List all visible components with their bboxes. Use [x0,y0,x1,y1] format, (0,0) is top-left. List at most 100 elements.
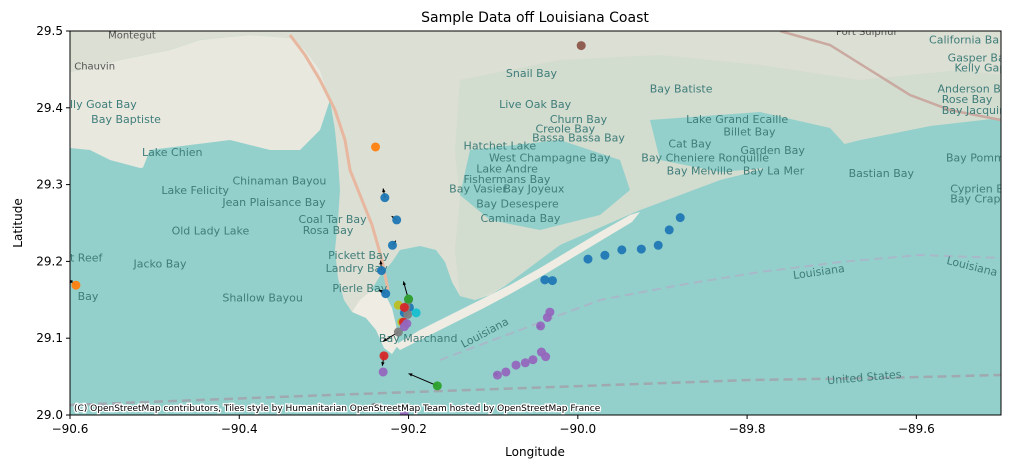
data-point [536,347,546,357]
place-label: Rose Bay [942,93,993,106]
data-point [392,215,402,225]
data-point [370,402,380,412]
boundary-line-south [70,373,1001,407]
data-point [399,302,409,312]
place-label: Hatchet Lake [464,139,537,152]
data-point [511,360,521,370]
place-label: Pickett Bay [328,249,390,262]
place-label: Coal Tar Bay [299,213,368,226]
data-point [501,367,511,377]
place-label: Cat Bay [668,138,712,151]
data-point [404,294,414,304]
place-label: Bay Vasier [449,182,507,195]
place-label: lly Goat Bay [70,98,137,111]
data-point [675,213,685,223]
data-point [379,351,389,361]
vector-arrowhead [379,260,383,265]
attribution-text: (C) OpenStreetMap contributors, Tiles st… [74,404,601,414]
data-point [653,240,663,250]
data-point [403,309,413,319]
land-marsh-east [455,55,1001,300]
place-label: Creole Bay [536,122,596,135]
place-label: Billet Bay [723,125,776,138]
place-label: Chauvin [74,61,115,72]
barrier-island [395,212,640,350]
place-label: Old Lady Lake [172,225,250,238]
place-label: Lake Andre [476,162,538,175]
place-label: Bay Baptiste [91,113,161,126]
place-label: Chinaman Bayou [233,175,327,188]
grand-isle-spit [352,290,398,354]
y-tick-label: 29.5 [36,24,63,38]
data-point [371,142,381,152]
data-point [547,276,557,286]
place-label: t Reef [70,251,103,264]
place-label: Lake Chien [142,146,203,159]
x-tick-label: −90.6 [52,422,89,436]
x-tick-label: −89.6 [898,422,935,436]
place-label: Montegut [108,31,156,42]
place-label: Landry Bay [326,262,389,275]
plot-frame [69,30,1002,416]
place-label: Pierle Bay [332,282,387,295]
place-label: Bay Melville [667,165,733,178]
data-point [540,275,550,285]
vector-arrowhead [402,281,407,286]
x-tick-label: −90.2 [390,422,427,436]
data-point [617,245,627,255]
place-label: California Ba [929,33,999,46]
data-point [378,367,388,377]
y-tick-label: 29.3 [36,178,63,192]
place-label: Lake Grand Ecaille [686,113,788,126]
place-label: Anderson Bay [938,82,1010,95]
lake-water [140,140,280,205]
vector-arrowhead [378,289,383,294]
place-label: Bay Desespere [476,198,559,211]
place-label: Bay Crapaud [950,192,1010,205]
place-label: Port Sulphur [836,27,898,38]
place-label: Rosa Bay [303,224,354,237]
data-point [536,321,546,331]
data-point [387,240,397,250]
place-label: Jean Plaisance Bay [221,196,326,209]
place-label: Bay Cheniere Ronquille [641,152,769,165]
data-point [376,266,386,276]
y-axis: 29.0 29.1 29.2 29.3 29.4 29.5 [36,24,70,422]
vector-arrowhead [70,280,74,284]
data-point [583,254,593,264]
place-label: Bassa Bassa Bay [532,132,625,145]
data-point [411,308,421,318]
data-point [399,322,409,332]
basemap: Montegut Chauvin Port Sulphur California Ba… [70,27,1010,415]
bay-water-east [650,112,850,172]
vector-arrowhead [381,362,385,366]
data-point [71,280,81,290]
data-point [600,250,610,260]
place-label: Lake Felicity [161,184,229,197]
place-label: Garden Bay [740,144,805,157]
data-point [393,327,403,337]
place-label: Live Oak Bay [499,98,572,111]
place-label: Caminada Bay [480,212,560,225]
data-point [542,312,552,322]
y-tick-label: 29.2 [36,254,63,268]
place-label: Bastian Bay [849,167,915,180]
place-label: Jacko Bay [132,258,187,271]
data-point [381,289,391,299]
data-point [576,41,586,51]
data-point [528,355,538,365]
place-label: Shallow Bayou [222,291,303,304]
x-tick-label: −90.0 [559,422,596,436]
data-point [399,409,409,415]
bay-water [460,140,630,230]
y-tick-label: 29.0 [36,408,63,422]
place-label: Bay Batiste [650,82,713,95]
place-label: Bay Marchand [379,332,458,345]
place-label: United States [827,368,903,387]
land-marsh-west [70,35,330,170]
place-label: Fishermans Bay [464,173,551,186]
place-label: Bay La Mer [743,165,805,178]
port-sulphur-road [779,31,1001,122]
vector-arrowhead [383,337,388,342]
x-tick-label: −89.8 [729,422,766,436]
